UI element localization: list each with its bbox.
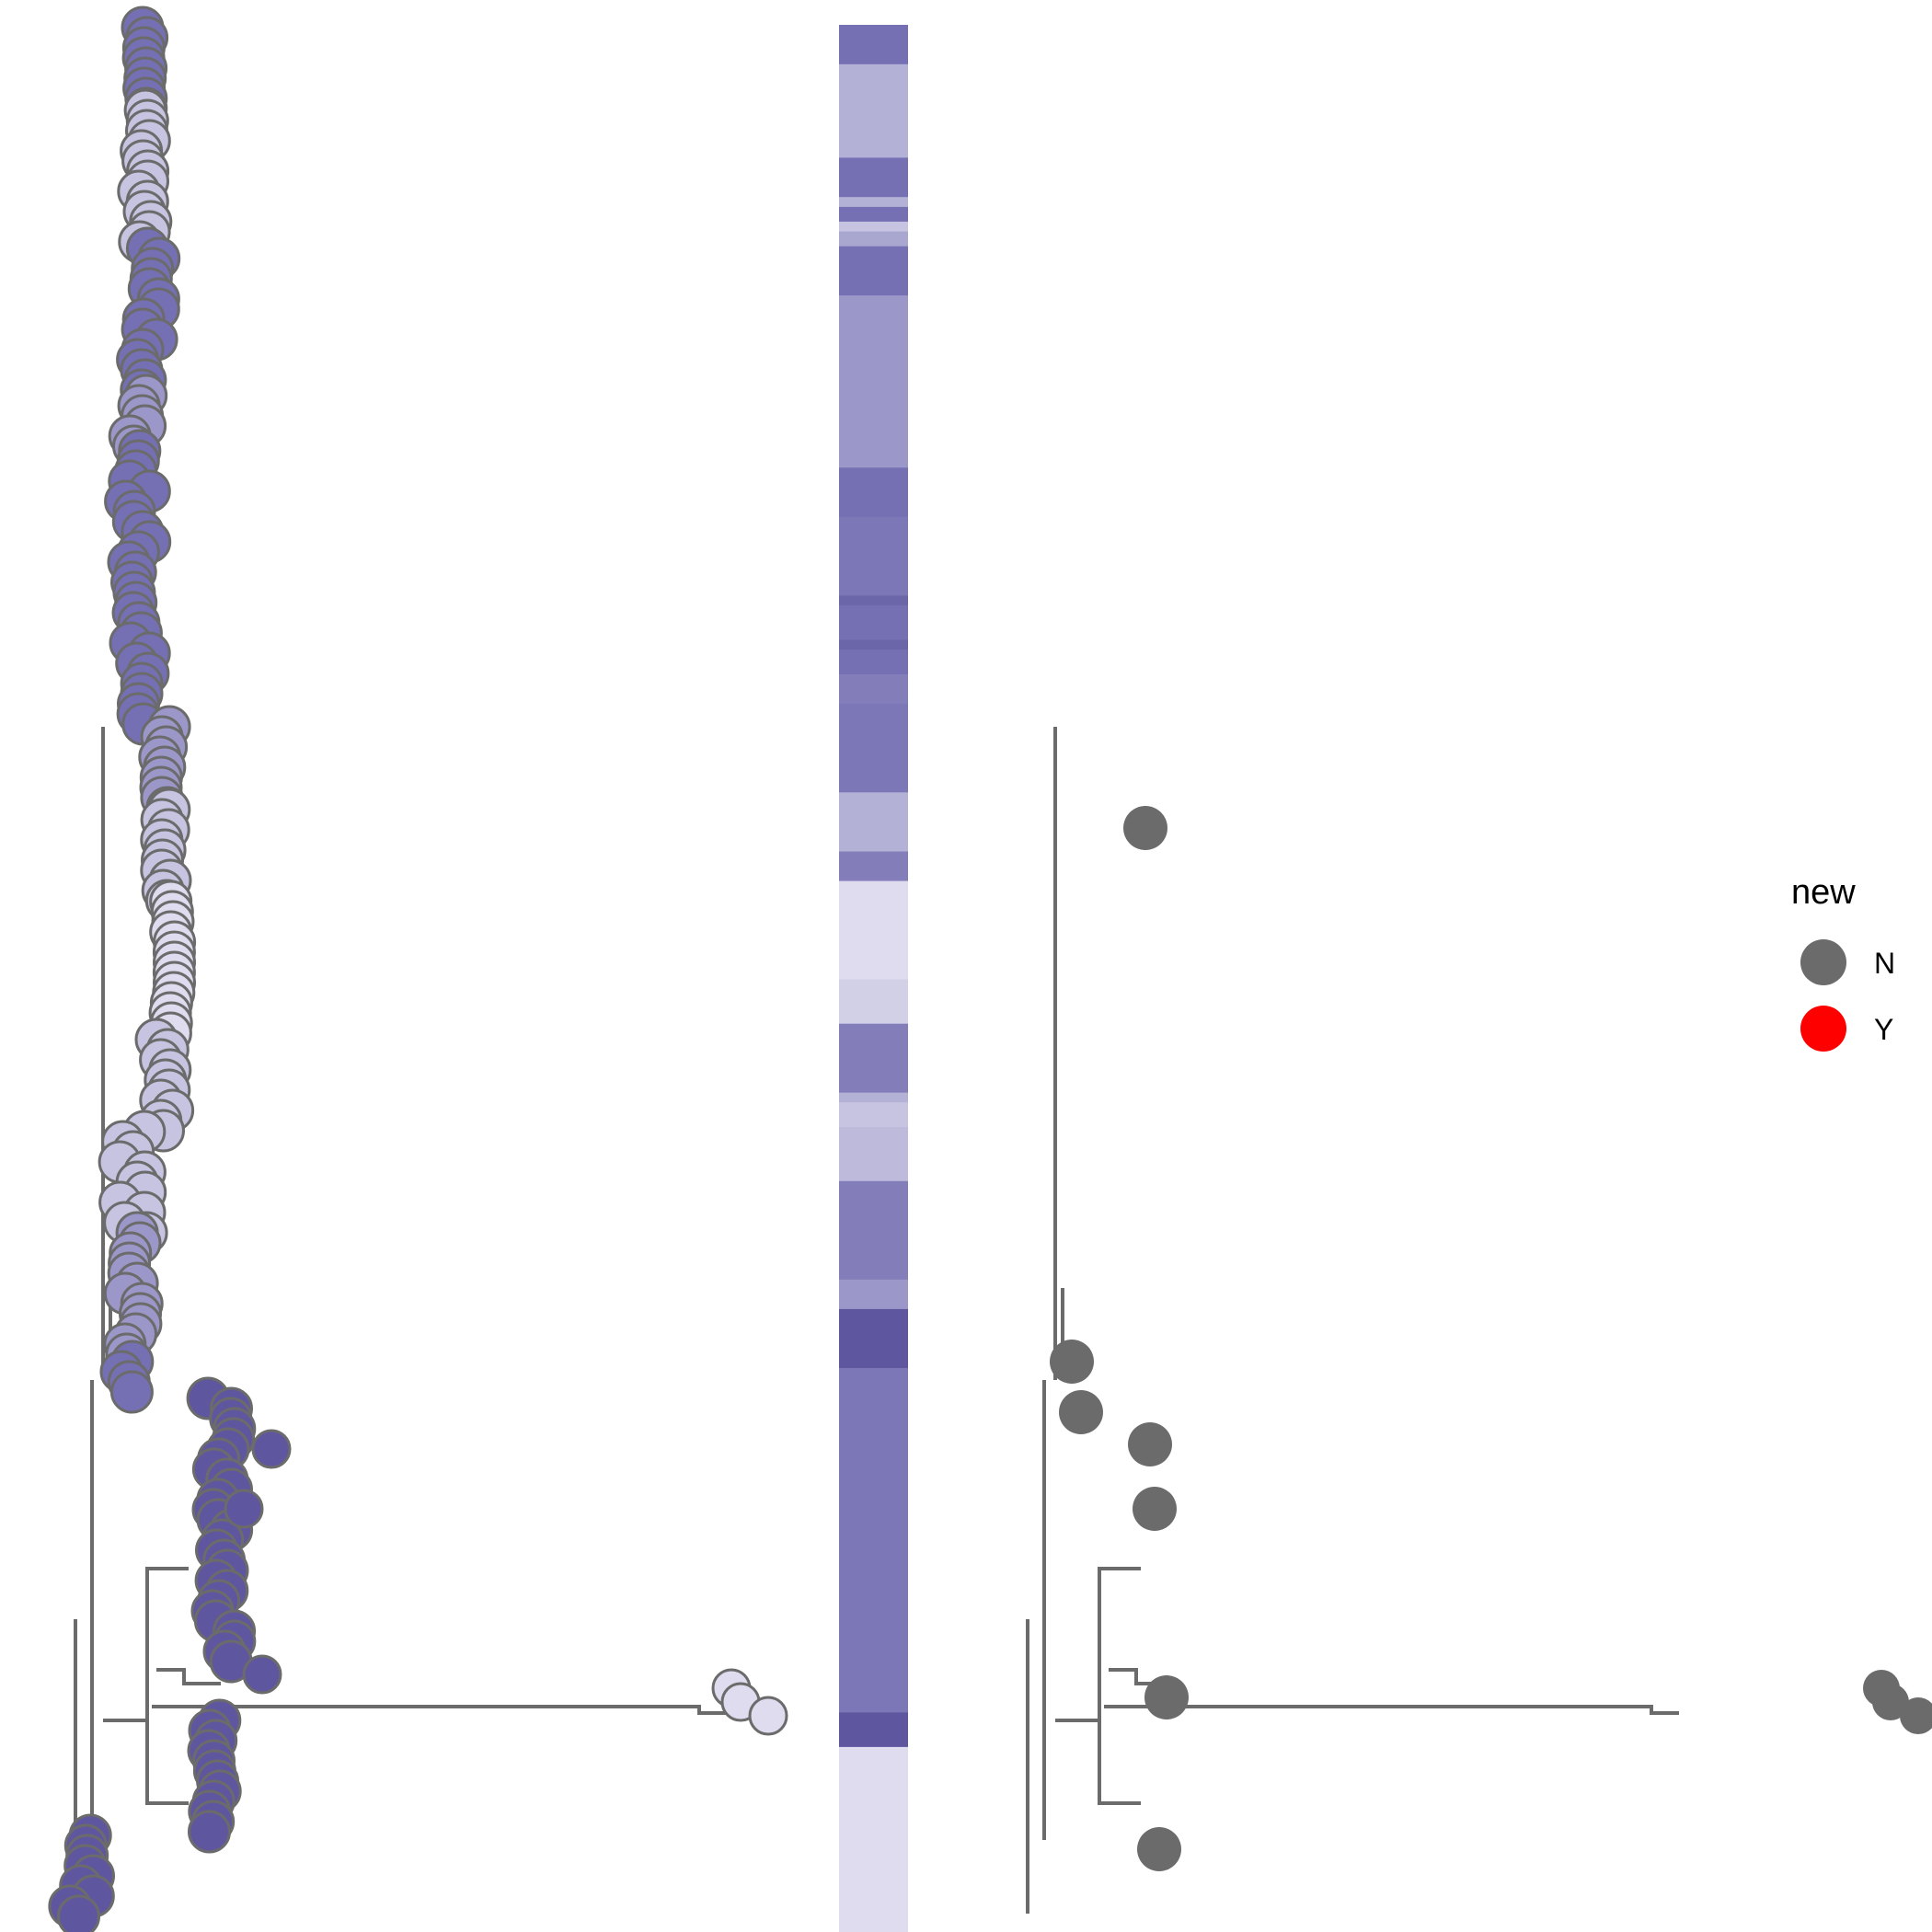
tip-point [242,1654,282,1695]
heatmap-cell [839,1023,908,1094]
heatmap-cell [839,979,908,1025]
tree-panel-right [1026,727,1932,1914]
tip-point-outlier [1900,1697,1932,1734]
heatmap-cell [839,1127,908,1182]
heatmap-cell [839,231,908,247]
heatmap-cell [839,1308,908,1369]
tip-point [251,1429,292,1469]
legend-label-n: N [1874,947,1895,980]
heatmap-cell [839,25,908,65]
branch-long-outlier [1104,1705,1679,1715]
tip-point-n [1144,1675,1189,1719]
tip-point [57,1894,100,1932]
tip-point [224,1489,264,1529]
heatmap-cell [839,1092,908,1103]
heatmap-cell [839,1746,908,1932]
heatmap-cell [839,1368,908,1713]
tree-panel-left [48,6,788,1932]
heatmap-cell [839,157,908,198]
branch-clade-lower [145,1720,189,1805]
branch-clade-lower [1098,1720,1141,1805]
tip-point-n [1059,1390,1103,1434]
branch-root [1026,1380,1046,1914]
tip-point-n [1137,1827,1181,1871]
legend-label-y: Y [1874,1013,1893,1046]
legend-key-y [1800,1006,1846,1052]
tip-point-outlier [1872,1684,1909,1720]
heatmap-cell [839,1180,908,1281]
heatmap-cell [839,467,908,518]
heatmap-cell [839,1102,908,1128]
heatmap-cell [839,851,908,882]
heatmap-column [839,25,908,1932]
heatmap-cell [839,880,908,981]
tip-point-n [1128,1422,1172,1466]
tip-point-n [1123,806,1167,850]
tip-point [188,1810,231,1854]
branch-inner-2 [156,1668,221,1685]
heatmap-cell [839,792,908,852]
tip-point-n [1050,1340,1094,1384]
heatmap-cell [839,595,908,606]
heatmap-cell [839,221,908,233]
branch-inner [1061,1288,1072,1345]
legend: new N Y [1791,873,1895,1052]
branch-long-outlier [152,1705,727,1715]
legend-key-n [1800,939,1846,985]
tip-point [109,1370,154,1414]
heatmap-cell [839,605,908,640]
heatmap-cell [839,295,908,468]
tip-point-n [1133,1487,1177,1531]
heatmap-cell [839,246,908,296]
branch-clade-dark [1055,1567,1141,1722]
heatmap-cell [839,206,908,223]
heatmap-cell [839,197,908,208]
heatmap-cell [839,63,908,158]
legend-title: new [1791,873,1856,912]
heatmap-cell [839,704,908,793]
heatmap-cell [839,1712,908,1748]
heatmap-cell [839,516,908,596]
heatmap-cell [839,674,908,705]
branch-clade-dark [103,1567,189,1722]
heatmap-cell [839,1279,908,1310]
heatmap-cell [839,650,908,675]
tip-point-outlier [748,1696,788,1736]
heatmap-cell [839,639,908,650]
